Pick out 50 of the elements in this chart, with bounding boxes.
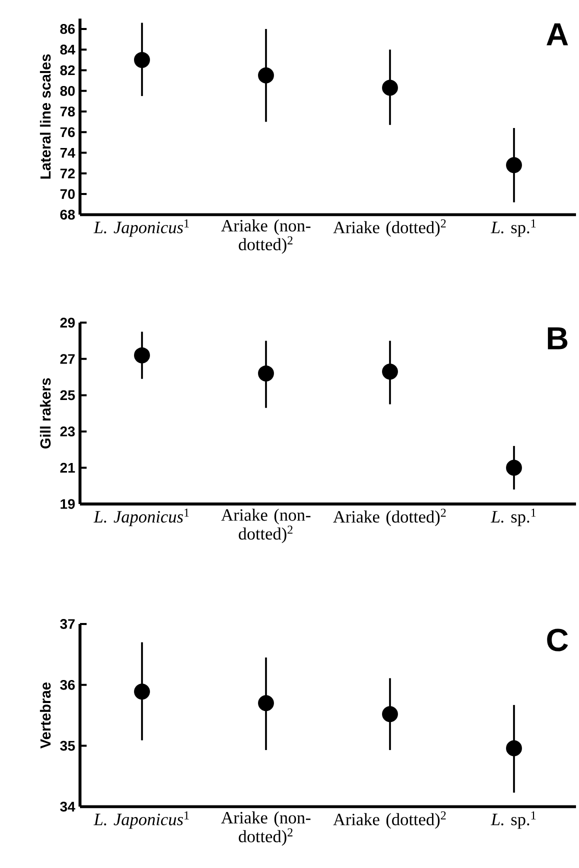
x-tick-label: L. sp.$^{1}$ xyxy=(490,811,536,829)
x-tick-label: L. Japonicus$^{1}$ xyxy=(94,219,189,237)
y-tick-label: 37 xyxy=(60,619,75,629)
y-tick-label: 29 xyxy=(60,318,75,328)
y-tick-label: 25 xyxy=(60,390,76,400)
y-axis-title: Vertebrae xyxy=(40,682,51,749)
y-tick-label: 86 xyxy=(60,24,75,34)
x-tick-label: Ariake (dotted)$^{2}$ xyxy=(333,508,446,526)
point xyxy=(506,460,522,476)
point xyxy=(134,684,150,700)
y-tick-label: 76 xyxy=(60,127,75,138)
y-tick-label: 72 xyxy=(60,168,75,178)
y-tick-label: 80 xyxy=(60,86,75,96)
y-tick-label: 82 xyxy=(60,65,75,76)
x-tick-label: L. Japonicus$^{1}$ xyxy=(94,508,189,526)
y-tick-label: 70 xyxy=(60,189,75,199)
point xyxy=(134,347,150,364)
point xyxy=(134,52,150,68)
annotation: B xyxy=(548,327,568,350)
x-tick-label: Ariake (non-dotted)$^{2}$ xyxy=(221,508,311,544)
x-tick-label: Ariake (non-dotted)$^{2}$ xyxy=(221,219,311,254)
point xyxy=(506,740,522,756)
y-tick-label: 78 xyxy=(60,106,76,116)
point xyxy=(506,157,522,174)
y-tick-label: 74 xyxy=(60,148,76,158)
x-tick-label: Ariake (dotted)$^{2}$ xyxy=(333,811,446,829)
point xyxy=(382,364,398,380)
y-tick-label: 21 xyxy=(60,462,76,473)
y-tick-label: 68 xyxy=(60,210,76,220)
point xyxy=(258,365,274,382)
point xyxy=(258,67,274,84)
y-axis-title: Gill rakers xyxy=(40,378,51,448)
y-tick-label: 19 xyxy=(60,499,75,509)
y-tick-label: 35 xyxy=(60,740,76,751)
x-tick-label: L. Japonicus$^{1}$ xyxy=(94,811,189,829)
y-tick-label: 27 xyxy=(60,354,75,364)
y-axis-title: Lateral line scales xyxy=(40,54,51,179)
x-tick-label: Ariake (dotted)$^{2}$ xyxy=(333,219,446,237)
annotation: C xyxy=(547,628,568,652)
y-tick-label: 36 xyxy=(60,680,75,690)
point xyxy=(382,706,398,722)
point xyxy=(382,80,398,96)
x-tick-label: L. sp.$^{1}$ xyxy=(490,219,536,237)
y-tick-label: 23 xyxy=(60,426,75,436)
annotation: A xyxy=(546,23,568,46)
y-tick-label: 34 xyxy=(60,802,76,812)
x-tick-label: L. sp.$^{1}$ xyxy=(490,508,536,526)
point xyxy=(258,695,274,712)
x-tick-label: Ariake (non-dotted)$^{2}$ xyxy=(221,811,311,846)
y-tick-label: 84 xyxy=(60,44,76,55)
